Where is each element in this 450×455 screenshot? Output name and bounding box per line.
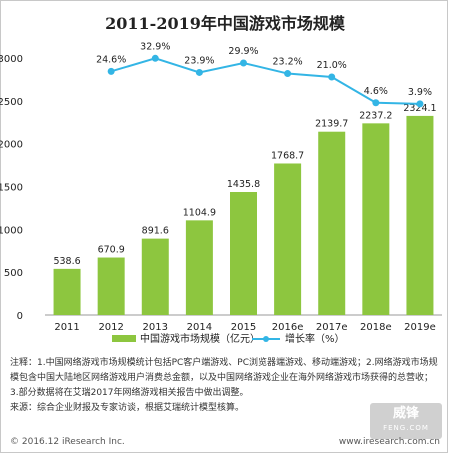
legend-line-label: 增长率（%）: [285, 332, 345, 345]
growth-label-2013: 32.9%: [140, 41, 170, 52]
growth-label-2016e: 23.2%: [273, 57, 303, 68]
copyright-text: © 2016.12 iResearch Inc.: [10, 437, 125, 447]
growth-point-2018e: [372, 99, 380, 107]
bar-value-label-2014: 1104.9: [183, 207, 216, 218]
y-tick-label-1000: 1000: [0, 225, 23, 236]
y-tick-label-2000: 2000: [0, 140, 23, 151]
bar-value-label-2019e: 2324.1: [403, 103, 436, 114]
x-tick-label-2016e: 2016e: [272, 322, 304, 333]
legend-bar-label: 中国游戏市场规模（亿元）: [140, 332, 260, 345]
y-tick-label-1500: 1500: [0, 183, 23, 194]
growth-rate-line: [110, 57, 420, 105]
chart-notes: 注释：1.中国网络游戏市场规模统计包括PC客户端游戏、PC浏览器端游戏、移动端游…: [10, 356, 440, 416]
legend-line-marker: [263, 336, 269, 342]
website-text: www.iresearch.com.cn: [338, 437, 440, 447]
y-tick-label-0: 0: [17, 311, 23, 322]
growth-label-2015: 29.9%: [228, 46, 258, 57]
footer: © 2016.12 iResearch Inc. www.iresearch.c…: [10, 437, 440, 451]
growth-label-2012: 24.6%: [96, 54, 126, 65]
growth-label-2019e: 3.9%: [408, 87, 432, 98]
bar-2011: [53, 268, 81, 315]
bar-value-label-2012: 670.9: [98, 245, 125, 256]
bar-value-label-2011: 538.6: [53, 256, 80, 267]
x-tick-label-2012: 2012: [98, 322, 123, 333]
bar-2014: [185, 220, 213, 315]
bar-2019e: [406, 115, 434, 315]
x-tick-label-2017e: 2017e: [316, 322, 348, 333]
bar-value-label-2018e: 2237.2: [359, 110, 392, 121]
growth-label-2014: 23.9%: [184, 55, 214, 66]
legend-bar-swatch: [112, 335, 136, 342]
bar-2018e: [362, 123, 390, 316]
bar-2015: [230, 191, 257, 315]
growth-point-2013: [151, 54, 159, 62]
chart-area: 0 500 1000 1500 2000 2500 3000 538.6 2011 670.9 20…: [0, 41, 442, 345]
x-tick-label-2018e: 2018e: [360, 322, 392, 333]
bar-2017e: [318, 131, 346, 315]
x-tick-label-2011: 2011: [54, 322, 79, 333]
watermark-main: 威锋: [392, 406, 419, 421]
bar-value-label-2015: 1435.8: [227, 179, 260, 190]
bar-2016e: [274, 163, 302, 315]
watermark-sub: FENG.COM: [383, 424, 429, 432]
chart-title: 2011-2019年中国游戏市场规模: [105, 14, 345, 33]
growth-point-2012: [107, 67, 115, 75]
x-tick-label-2014: 2014: [187, 322, 212, 333]
bar-2012: [97, 257, 125, 315]
growth-label-2017e: 21.0%: [317, 60, 347, 71]
bar-value-label-2016e: 1768.7: [271, 150, 304, 161]
growth-point-2019e: [416, 100, 424, 108]
notes-line-2: 来源：综合企业财报及专家访谈，根据艾瑞统计模型核算。: [10, 403, 245, 413]
x-tick-label-2013: 2013: [143, 322, 168, 333]
watermark-logo: 威锋 FENG.COM: [370, 403, 442, 439]
growth-point-2015: [240, 59, 247, 67]
bar-value-label-2013: 891.6: [142, 226, 169, 237]
bar-2013: [141, 238, 169, 315]
x-tick-label-2019e: 2019e: [404, 322, 436, 333]
y-tick-label-500: 500: [4, 268, 23, 279]
growth-point-2016e: [284, 70, 292, 78]
bar-value-label-2017e: 2139.7: [315, 119, 348, 130]
x-tick-label-2015: 2015: [231, 322, 256, 333]
y-tick-label-2500: 2500: [0, 97, 23, 108]
growth-point-2014: [195, 68, 203, 76]
y-tick-label-3000: 3000: [0, 54, 23, 65]
notes-line-1: 注释：1.中国网络游戏市场规模统计包括PC客户端游戏、PC浏览器端游戏、移动端游…: [10, 358, 438, 398]
growth-label-2018e: 4.6%: [364, 86, 388, 97]
growth-point-2017e: [328, 73, 336, 81]
